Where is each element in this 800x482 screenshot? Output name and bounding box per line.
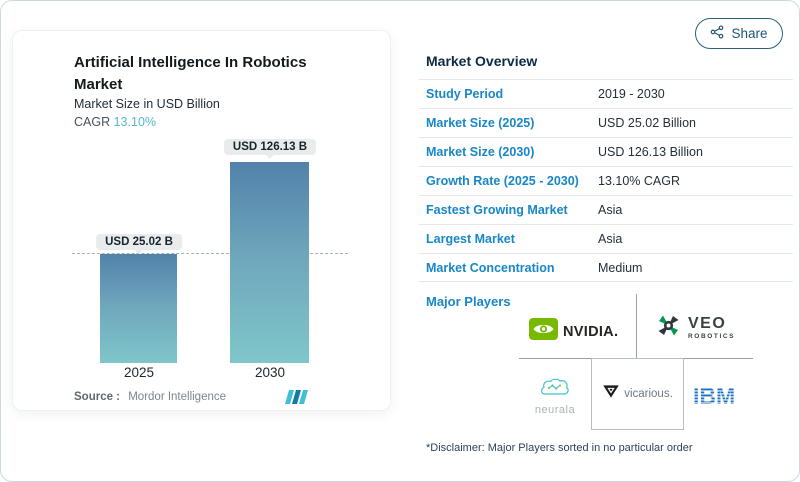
reference-dashed-line bbox=[72, 253, 348, 254]
veo-robotics-logo: VEO ROBOTICS bbox=[655, 312, 735, 344]
share-button[interactable]: Share bbox=[695, 18, 783, 49]
share-button-label: Share bbox=[731, 26, 768, 41]
overview-row-value: Asia bbox=[598, 232, 623, 246]
table-row: Market Size (2025) USD 25.02 Billion bbox=[419, 108, 793, 137]
overview-row-label: Largest Market bbox=[426, 232, 515, 246]
disclaimer-text: *Disclaimer: Major Players sorted in no … bbox=[426, 442, 693, 454]
bar-2025 bbox=[100, 254, 177, 363]
nvidia-logo: NVIDIA. bbox=[529, 318, 618, 345]
bar-2030 bbox=[230, 162, 309, 363]
mordor-intelligence-logo-icon bbox=[285, 390, 311, 409]
veo-robotics-text: ROBOTICS bbox=[688, 332, 736, 340]
cagr-value: 13.10% bbox=[113, 115, 157, 129]
overview-table: Study Period 2019 - 2030 Market Size (20… bbox=[419, 79, 793, 282]
share-nodes-icon bbox=[710, 25, 724, 42]
table-row: Growth Rate (2025 - 2030) 13.10% CAGR bbox=[419, 166, 793, 195]
overview-row-value: Asia bbox=[598, 203, 623, 217]
table-row: Fastest Growing Market Asia bbox=[419, 195, 793, 224]
veo-pinwheel-icon bbox=[655, 312, 682, 344]
overview-row-value: Medium bbox=[598, 260, 643, 275]
nvidia-wordmark: NVIDIA. bbox=[563, 323, 619, 340]
table-row: Largest Market Asia bbox=[419, 224, 793, 253]
vicarious-wordmark: vicarious. bbox=[624, 388, 673, 400]
value-label-2030: USD 126.13 B bbox=[223, 139, 317, 155]
cagr-label: CAGR bbox=[74, 115, 111, 129]
table-row: Market Size (2030) USD 126.13 Billion bbox=[419, 137, 793, 166]
chart-card: Artificial Intelligence In Robotics Mark… bbox=[12, 30, 391, 411]
source-label: Source : bbox=[74, 391, 121, 403]
vicarious-v-icon bbox=[602, 384, 620, 404]
overview-row-value: 2019 - 2030 bbox=[598, 87, 665, 101]
overview-heading: Market Overview bbox=[426, 53, 538, 69]
table-row: Study Period 2019 - 2030 bbox=[419, 79, 793, 108]
nvidia-eye-icon bbox=[529, 318, 558, 345]
chart-subtitle: Market Size in USD Billion bbox=[74, 97, 220, 111]
svg-text:IBM: IBM bbox=[693, 384, 735, 408]
major-players-heading: Major Players bbox=[426, 294, 511, 309]
value-label-2025: USD 25.02 B bbox=[96, 234, 182, 250]
cagr-line: CAGR 13.10% bbox=[74, 115, 156, 129]
veo-name-text: VEO bbox=[688, 314, 727, 332]
overview-row-label: Market Concentration bbox=[426, 260, 555, 275]
axis-label-2025: 2025 bbox=[123, 365, 155, 380]
overview-row-label: Growth Rate (2025 - 2030) bbox=[426, 174, 579, 188]
veo-wordmark: VEO ROBOTICS bbox=[688, 314, 736, 341]
chart-title: Artificial Intelligence In Robotics Mark… bbox=[74, 54, 307, 93]
connector-vertical-line bbox=[636, 294, 637, 358]
axis-label-2030: 2030 bbox=[254, 365, 286, 380]
overview-row-value: USD 25.02 Billion bbox=[598, 116, 696, 130]
overview-row-label: Study Period bbox=[426, 87, 504, 101]
overview-row-value: 13.10% CAGR bbox=[598, 174, 680, 188]
vicarious-logo-box: vicarious. bbox=[591, 358, 684, 430]
source-value: Mordor Intelligence bbox=[128, 391, 227, 403]
neurala-brain-icon bbox=[539, 377, 571, 403]
neurala-logo: neurala bbox=[527, 377, 583, 416]
overview-row-value: USD 126.13 Billion bbox=[598, 145, 703, 159]
overview-row-label: Market Size (2030) bbox=[426, 145, 535, 159]
ibm-logo: IBM bbox=[693, 383, 749, 413]
neurala-wordmark: neurala bbox=[534, 404, 576, 416]
overview-row-label: Market Size (2025) bbox=[426, 116, 535, 130]
source-row: Source : Mordor Intelligence bbox=[74, 391, 226, 403]
overview-row-label: Fastest Growing Market bbox=[426, 203, 568, 217]
table-row: Market Concentration Medium bbox=[419, 253, 793, 282]
